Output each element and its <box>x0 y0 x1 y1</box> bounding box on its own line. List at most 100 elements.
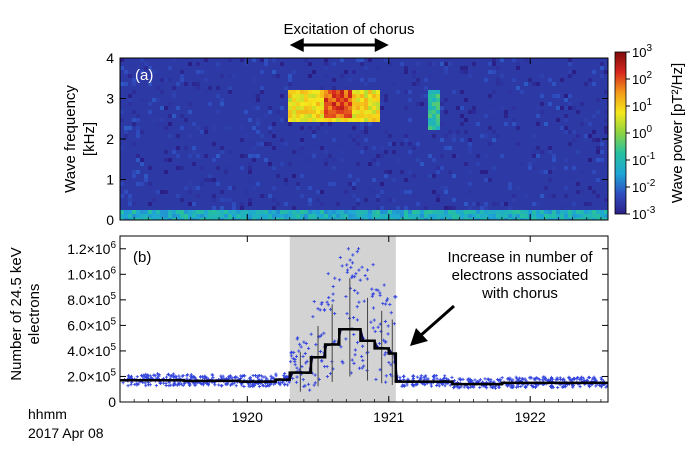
spectrogram-cell <box>356 142 360 146</box>
electron-data-point <box>181 383 185 388</box>
electron-data-point <box>191 376 195 380</box>
time-tick-label: 1921 <box>373 409 404 425</box>
spectrogram-cell <box>312 102 316 106</box>
spectrogram-cell <box>332 138 336 142</box>
spectrogram-cell <box>572 214 576 218</box>
spectrogram-cell <box>368 106 372 110</box>
chorus-annotation: Excitation of chorus <box>284 21 414 52</box>
spectrogram-cell <box>292 210 296 214</box>
spectrogram-cell <box>552 194 556 198</box>
spectrogram-cell <box>480 214 484 218</box>
spectrogram-cell <box>320 178 324 182</box>
spectrogram-cell <box>452 198 456 202</box>
spectrogram-cell <box>484 218 488 220</box>
electron-data-point <box>308 388 312 392</box>
spectrogram-cell <box>544 214 548 218</box>
spectrogram-cell <box>232 202 236 206</box>
spectrogram-cell <box>324 150 328 154</box>
spectrogram-cell <box>244 110 248 114</box>
spectrogram-cell <box>260 214 264 218</box>
electron-data-point <box>423 382 427 386</box>
spectrogram-cell <box>204 78 208 82</box>
spectrogram-cell <box>288 210 292 214</box>
spectrogram-cell <box>436 102 440 106</box>
spectrogram-cell <box>376 210 380 214</box>
spectrogram-cell <box>412 202 416 206</box>
spectrogram-cell <box>256 122 260 126</box>
spectrogram-cell <box>572 218 576 220</box>
spectrogram-cell <box>272 70 276 74</box>
spectrogram-cell <box>348 174 352 178</box>
spectrogram-cell <box>144 178 148 182</box>
spectrogram-cell <box>436 214 440 218</box>
spectrogram-cell <box>428 214 432 218</box>
electron-data-point <box>326 303 330 307</box>
spectrogram-cell <box>224 218 228 220</box>
spectrogram-cell <box>148 82 152 86</box>
spectrogram-cell <box>248 174 252 178</box>
spectrogram-cell <box>180 74 184 78</box>
spectrogram-cell <box>340 94 344 98</box>
spectrogram-cell <box>512 106 516 110</box>
spectrogram-cell <box>296 118 300 122</box>
spectrogram-cell <box>136 210 140 214</box>
spectrogram-cell <box>272 74 276 78</box>
spectrogram-cell <box>452 138 456 142</box>
spectrogram-cell <box>604 186 608 190</box>
spectrogram-cell <box>572 106 576 110</box>
spectrogram-cell <box>404 210 408 214</box>
spectrogram-cell <box>376 162 380 166</box>
spectrogram-cell <box>132 118 136 122</box>
spectrogram-cell <box>308 98 312 102</box>
spectrogram-cell <box>304 110 308 114</box>
electron-data-point <box>572 376 576 381</box>
spectrogram-cell <box>356 114 360 118</box>
spectrogram-cell <box>356 162 360 166</box>
spectrogram-cell <box>268 126 272 130</box>
spectrogram-cell <box>168 210 172 214</box>
spectrogram-cell <box>192 82 196 86</box>
spectrogram-cell <box>300 90 304 94</box>
spectrogram-cell <box>312 114 316 118</box>
spectrogram-cell <box>332 102 336 106</box>
spectrogram-cell <box>364 118 368 122</box>
spectrogram-cell <box>400 170 404 174</box>
spectrogram-cell <box>204 126 208 130</box>
spectrogram-cell <box>196 186 200 190</box>
spectrogram-cell <box>244 58 248 62</box>
electron-data-point <box>203 374 207 378</box>
spectrogram-cell <box>156 122 160 126</box>
spectrogram-cell <box>540 214 544 218</box>
electron-data-point <box>561 385 565 389</box>
spectrogram-cell <box>328 122 332 126</box>
spectrogram-cell <box>576 150 580 154</box>
electron-data-point <box>383 319 388 324</box>
electron-data-point <box>384 380 388 384</box>
spectrogram-cell <box>564 194 568 198</box>
spectrogram-cell <box>288 90 292 94</box>
electron-data-point <box>350 261 355 265</box>
spectrogram-cell <box>464 62 468 66</box>
spectrogram-cell <box>332 214 336 218</box>
spectrogram-cell <box>288 98 292 102</box>
spectrogram-cell <box>508 186 512 190</box>
spectrogram-cell <box>476 122 480 126</box>
spectrogram-cell <box>508 182 512 186</box>
electron-data-point <box>264 384 268 389</box>
spectrogram-cell <box>264 158 268 162</box>
spectrogram-cell <box>176 106 180 110</box>
spectrogram-cell <box>264 62 268 66</box>
spectrogram-cell <box>500 202 504 206</box>
spectrogram-cell <box>580 102 584 106</box>
spectrogram-cell <box>184 186 188 190</box>
spectrogram-cell <box>212 126 216 130</box>
spectrogram-cell <box>436 166 440 170</box>
electron-data-point <box>381 302 385 306</box>
spectrogram-cell <box>300 106 304 110</box>
spectrogram-cell <box>192 218 196 220</box>
electron-data-point <box>302 340 306 344</box>
spectrogram-cell <box>568 62 572 66</box>
spectrogram-cell <box>232 206 236 210</box>
spectrogram-cell <box>412 194 416 198</box>
